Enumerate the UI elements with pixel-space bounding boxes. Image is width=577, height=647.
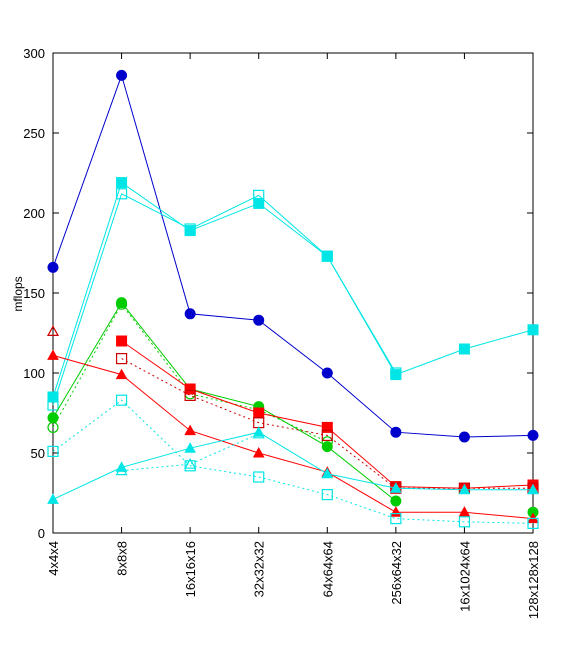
- data-point: [321, 367, 333, 379]
- data-point: [115, 464, 128, 476]
- series-line: [121, 340, 534, 489]
- data-point: [253, 197, 265, 209]
- data-point: [184, 460, 196, 472]
- series-line: [52, 193, 397, 406]
- data-point: [253, 189, 265, 201]
- data-point: [47, 391, 59, 403]
- y-tick-label: 300: [23, 46, 45, 61]
- series-2: [47, 188, 402, 411]
- data-point: [116, 177, 128, 189]
- data-point: [115, 188, 128, 200]
- data-point: [47, 349, 59, 360]
- plot-frame: [52, 52, 534, 534]
- y-tick-label: 100: [23, 366, 45, 381]
- axes: 0 50 100 150 200 250 300 4x4x4 8x8x8 16x16x16 32x3…: [23, 46, 541, 619]
- data-point: [458, 431, 470, 443]
- y-tick-label: 50: [31, 446, 45, 461]
- data-point: [116, 69, 128, 81]
- data-point: [47, 412, 59, 424]
- series-line: [52, 181, 534, 398]
- data-point: [390, 495, 402, 507]
- y-tick-label: 200: [23, 206, 45, 221]
- y-tick-label: 250: [23, 126, 45, 141]
- data-point: [321, 429, 333, 441]
- x-tick-label: 128x128x128: [526, 541, 541, 619]
- data-point: [184, 308, 196, 320]
- data-point: [253, 314, 265, 326]
- y-tick-label: 150: [23, 286, 45, 301]
- data-point: [115, 298, 128, 310]
- x-tick-label: 4x4x4: [46, 541, 61, 576]
- data-point: [252, 446, 265, 458]
- data-point: [184, 383, 196, 395]
- series-line: [52, 399, 534, 524]
- series-1: [47, 177, 539, 403]
- series-line: [52, 301, 397, 502]
- x-tick-label: 32x32x32: [252, 541, 267, 597]
- data-point: [527, 429, 539, 441]
- data-point: [184, 424, 196, 436]
- x-tick-label: 16x1024x64: [457, 541, 472, 612]
- data-point: [115, 353, 128, 365]
- data-point: [115, 394, 128, 406]
- data-point: [458, 343, 470, 355]
- data-point: [458, 516, 471, 528]
- data-point: [46, 325, 60, 336]
- series-8: [46, 325, 60, 336]
- data-point: [47, 261, 59, 273]
- data-point: [390, 367, 402, 379]
- x-tick-label: 16x16x16: [183, 541, 198, 597]
- series-line: [52, 354, 534, 520]
- series-line: [52, 431, 533, 500]
- data-point: [184, 389, 196, 401]
- y-axis-label: mflops: [11, 276, 25, 311]
- x-tick-label: 64x64x64: [320, 541, 335, 597]
- data-point: [184, 223, 196, 235]
- data-point: [527, 483, 539, 495]
- data-point: [321, 421, 333, 433]
- data-point: [527, 324, 539, 336]
- data-point: [458, 483, 471, 495]
- data-point: [321, 489, 333, 501]
- x-tick-label: 8x8x8: [115, 541, 130, 576]
- data-point: [115, 368, 128, 380]
- data-point: [253, 471, 265, 483]
- data-point: [184, 457, 197, 469]
- data-point: [390, 512, 402, 525]
- data-point: [47, 493, 59, 504]
- data-point: [321, 436, 333, 448]
- data-point: [47, 445, 59, 457]
- data-point: [527, 517, 539, 530]
- data-point: [390, 426, 402, 438]
- x-tick-label: 256x64x32: [389, 541, 404, 605]
- y-tick-label: 0: [38, 526, 45, 541]
- data-point: [116, 335, 128, 347]
- series-line: [52, 73, 534, 438]
- data-point: [253, 407, 265, 419]
- data-point: [47, 399, 59, 411]
- data-point: [252, 427, 265, 439]
- data-point: [47, 421, 59, 433]
- series-0: [47, 69, 539, 443]
- series-10: [115, 427, 265, 476]
- series-11: [47, 394, 539, 530]
- data-point: [390, 482, 402, 493]
- data-point: [184, 442, 196, 453]
- data-point: [321, 467, 334, 479]
- data-point: [321, 250, 333, 262]
- series-layer: [46, 69, 539, 530]
